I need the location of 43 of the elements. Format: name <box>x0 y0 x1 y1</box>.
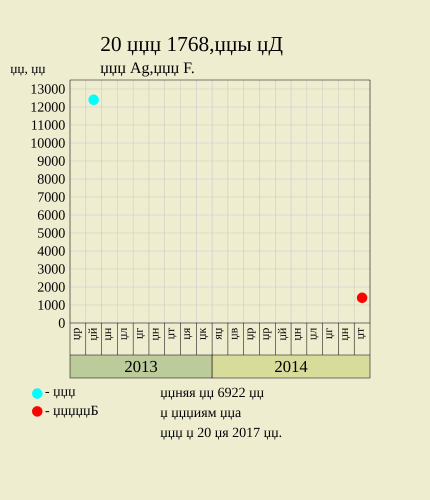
chart-subtitle: џџџ Ag,џџџ F. <box>100 62 194 76</box>
x-tick-label: џл <box>310 328 319 340</box>
x-tick-label: яџ <box>216 328 224 340</box>
x-tick-label: џр <box>263 328 272 340</box>
y-axis-title: џџ, џџ <box>10 66 46 76</box>
y-tick-label: 6000 <box>38 210 65 220</box>
y-tick-label: 1000 <box>38 300 65 310</box>
y-tick-label: 8000 <box>38 174 65 184</box>
x-tick-label: џр <box>247 328 256 340</box>
x-tick-label: џн <box>342 328 350 340</box>
x-tick-label: џй <box>278 328 288 340</box>
y-tick-label: 0 <box>58 318 65 328</box>
legend-label: - џџџџџБ <box>45 406 98 418</box>
x-tick-label: џн <box>152 328 161 340</box>
y-tick-label: 7000 <box>38 192 65 202</box>
text: 2013 <box>125 360 158 372</box>
x-tick-label: џн <box>295 328 303 340</box>
x-tick-label: џл <box>121 328 130 340</box>
y-tick-label: 10000 <box>32 138 65 148</box>
chart-title: 20 џџџ 1768,џџы џД <box>101 36 282 56</box>
x-tick-label: џя <box>184 328 192 340</box>
y-tick-label: 11000 <box>32 120 65 130</box>
y-tick-label: 9000 <box>38 156 65 166</box>
y-tick-label: 3000 <box>38 264 65 274</box>
legend-label: - џџџ <box>45 389 76 399</box>
x-tick-label: џт <box>358 328 366 340</box>
text: џ џџџиям џџа <box>160 410 242 420</box>
text: џџџ џ 20 џя 2017 џџ. <box>160 428 282 440</box>
x-tick-label: џр <box>74 328 82 340</box>
text: 2014 <box>275 360 308 372</box>
y-tick-label: 4000 <box>38 246 65 256</box>
y-tick-label: 5000 <box>38 228 65 238</box>
x-tick-label: џт <box>168 328 177 340</box>
x-tick-label: џг <box>137 328 145 339</box>
x-tick-label: џв <box>232 328 240 340</box>
x-tick-label: џг <box>326 328 334 339</box>
y-tick-label: 13000 <box>32 84 65 94</box>
x-tick-label: џк <box>200 328 208 340</box>
y-tick-label: 12000 <box>32 102 65 112</box>
text: џџняя џџ 6922 џџ <box>160 388 264 400</box>
y-tick-label: 2000 <box>38 282 65 292</box>
x-tick-label: џн <box>106 328 114 340</box>
x-tick-label: џй <box>88 328 99 340</box>
